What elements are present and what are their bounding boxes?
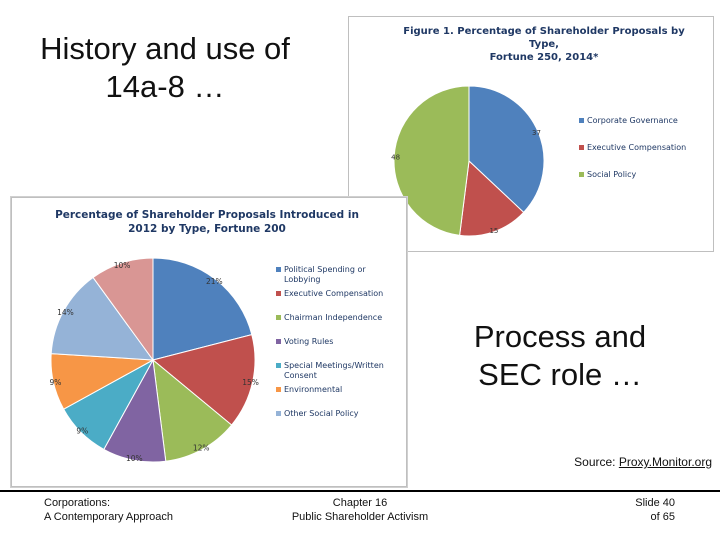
slide-title-process: Process and SEC role … xyxy=(473,319,647,392)
chart-2-legend-label-5: Environmental xyxy=(284,385,342,394)
chart-2-legend-label-3: Voting Rules xyxy=(284,337,333,346)
source-link[interactable]: Proxy.Monitor.org xyxy=(618,455,712,469)
chart-1-title-line-1: Figure 1. Percentage of Shareholder Prop… xyxy=(403,26,685,50)
chart-2-data-label-0: 21% xyxy=(206,277,223,286)
chart-1-slice-1 xyxy=(459,159,525,237)
chart-2-slice-7 xyxy=(92,257,154,362)
footer-right-line-1: Slide 40 xyxy=(635,497,675,509)
chart-2-title: Percentage of Shareholder Proposals Intr… xyxy=(52,208,362,236)
chart-2-legend-swatch-5 xyxy=(276,387,281,392)
footer-chapter: Chapter 16 Public Shareholder Activism xyxy=(0,496,720,524)
chart-2-data-label-1: 15% xyxy=(242,378,259,387)
chart-2-data-label-3: 10% xyxy=(126,454,143,463)
chart-2-legend-swatch-3 xyxy=(276,339,281,344)
footer-course-title: Corporations: A Contemporary Approach xyxy=(44,496,173,524)
footer-left-line-2: A Contemporary Approach xyxy=(44,511,174,523)
chart-2-legend-label-6: Other Social Policy xyxy=(284,409,359,418)
chart-2-slice-0 xyxy=(152,257,253,361)
chart-1-slice-2 xyxy=(393,85,470,236)
source-note: Source: Proxy.Monitor.org xyxy=(574,455,712,469)
chart-2-slice-6 xyxy=(50,276,155,361)
chart-2-legend-label-0: Political Spending or Lobbying xyxy=(284,265,366,284)
chart-1-legend-swatch-0 xyxy=(579,118,584,123)
chart-2-slice-1 xyxy=(151,334,256,426)
figure-2-pie-chart: Percentage of Shareholder Proposals Intr… xyxy=(11,197,407,487)
chart-1-slice-0 xyxy=(468,85,545,214)
chart-1-legend-label-2: Social Policy xyxy=(587,170,637,179)
footer-center-line-2: Public Shareholder Activism xyxy=(291,511,429,523)
footer-right-line-2: of 65 xyxy=(650,511,675,523)
chart-2-legend-label-2: Chairman Independence xyxy=(284,313,382,322)
chart-1-legend-label-1: Executive Compensation xyxy=(587,143,686,152)
chart-2-slice-2 xyxy=(152,358,233,462)
chart-2-data-label-2: 12% xyxy=(193,444,210,453)
chart-1-title-line-2: Fortune 250, 2014* xyxy=(489,52,599,63)
chart-2-data-label-6: 14% xyxy=(57,308,74,317)
figure-1-pie-chart: Figure 1. Percentage of Shareholder Prop… xyxy=(348,16,714,252)
chart-2-legend-swatch-0 xyxy=(276,267,281,272)
chart-2-title-line-1: Percentage of Shareholder Proposals Intr… xyxy=(55,209,359,221)
footer-divider xyxy=(0,490,720,492)
footer-center-line-1: Chapter 16 xyxy=(332,497,388,509)
chart-1-legend-swatch-2 xyxy=(579,172,584,177)
chart-1-svg: 37 15 48 Corporate Governance Executive Comp… xyxy=(391,85,686,237)
chart-2-data-label-5: 9% xyxy=(49,378,61,387)
chart-2-legend-label-1: Executive Compensation xyxy=(284,289,383,298)
chart-2-legend-label-4: Special Meetings/Written Consent xyxy=(284,361,384,380)
chart-2-legend-swatch-2 xyxy=(276,315,281,320)
chart-2-title-line-2: 2012 by Type, Fortune 200 xyxy=(128,223,286,235)
footer-left-line-1: Corporations: xyxy=(44,497,111,509)
chart-2-data-label-4: 9% xyxy=(76,427,88,436)
chart-2-legend-swatch-1 xyxy=(276,291,281,296)
chart-1-data-label-0: 37 xyxy=(532,129,541,137)
chart-2-svg: 21% 15% 12% 10% 9% 9% 14% 10% Political Spending… xyxy=(49,257,384,463)
chart-1-title: Figure 1. Percentage of Shareholder Prop… xyxy=(389,25,699,64)
chart-2-legend-swatch-4 xyxy=(276,363,281,368)
chart-1-data-label-2: 48 xyxy=(391,153,400,161)
chart-1-legend-swatch-1 xyxy=(579,145,584,150)
slide-title-history: History and use of 14a-8 … xyxy=(40,31,290,104)
chart-1-data-label-1: 15 xyxy=(489,227,498,235)
chart-1-legend-label-0: Corporate Governance xyxy=(587,116,678,125)
chart-2-legend-swatch-6 xyxy=(276,411,281,416)
footer-slide-number: Slide 40 of 65 xyxy=(635,496,675,524)
source-prefix: Source: xyxy=(574,455,619,469)
chart-2-data-label-7: 10% xyxy=(114,261,131,270)
